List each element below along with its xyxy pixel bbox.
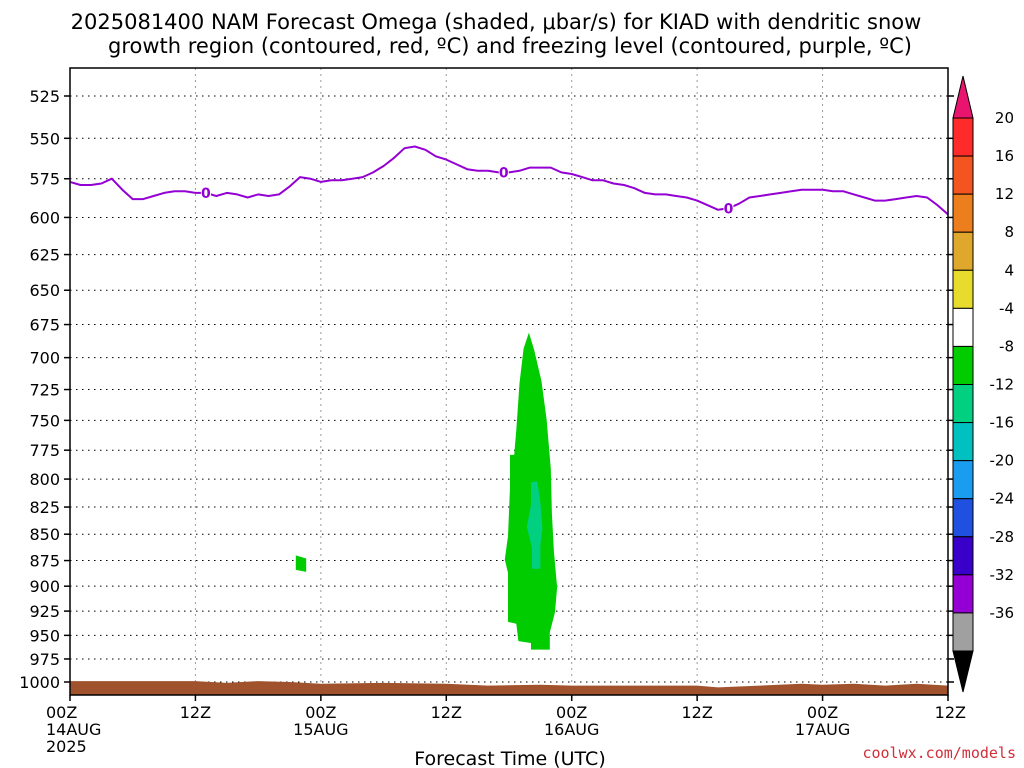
colorbar-segment — [952, 460, 974, 500]
chart-title-line-1: 2025081400 NAM Forecast Omega (shaded, μ… — [71, 10, 922, 34]
freezing-level-label: 0 — [499, 165, 509, 181]
y-tick-label: 725 — [29, 381, 60, 400]
x-tick-label: 12Z — [180, 703, 211, 722]
colorbar-segment — [952, 155, 974, 195]
y-tick-label: 550 — [29, 129, 60, 148]
y-tick-label: 850 — [29, 525, 60, 544]
y-tick-label: 825 — [29, 498, 60, 517]
y-tick-label: 525 — [29, 87, 60, 106]
colorbar-top-triangle — [952, 75, 974, 119]
x-axis-title: Forecast Time (UTC) — [414, 748, 605, 768]
omega-shading-layer — [295, 332, 558, 650]
y-axis-ticks: 525 550 575 600 625 650 675 700 725 750 775 800 825 8… — [19, 87, 954, 692]
x-tick-label: 14AUG — [46, 720, 101, 739]
y-tick-label: 675 — [29, 316, 60, 335]
colorbar-label: 4 — [1004, 261, 1014, 279]
colorbar-label: -4 — [999, 299, 1014, 317]
credit-text: coolwx.com/models — [862, 744, 1016, 762]
colorbar-segment — [952, 422, 974, 462]
colorbar-segment — [952, 193, 974, 233]
x-tick-label: 00Z — [807, 703, 838, 722]
freezing-level-label: 0 — [724, 201, 734, 217]
colorbar-segment — [952, 231, 974, 271]
freezing-level-layer: 0 0 0 — [69, 145, 949, 217]
y-tick-label: 650 — [29, 281, 60, 300]
colorbar-segment — [952, 307, 974, 347]
colorbar-bottom-triangle — [952, 650, 974, 693]
freezing-level-line — [69, 145, 949, 216]
colorbar-label: -24 — [990, 490, 1015, 508]
y-tick-label: 700 — [29, 349, 60, 368]
x-tick-label: 15AUG — [293, 720, 348, 739]
y-tick-label: 875 — [29, 552, 60, 571]
colorbar-label: -28 — [990, 528, 1015, 546]
freezing-level-label: 0 — [201, 186, 211, 202]
y-tick-label: 900 — [29, 577, 60, 596]
y-tick-label: 625 — [29, 246, 60, 265]
colorbar: 20 16 12 8 4 -4 -8 -12 -16 -20 -24 -28 -32 -36 — [952, 75, 1015, 693]
y-tick-label: 575 — [29, 170, 60, 189]
y-tick-label: 950 — [29, 626, 60, 645]
terrain-fill — [70, 681, 948, 695]
colorbar-label: 16 — [995, 147, 1014, 165]
colorbar-label: -8 — [999, 337, 1014, 355]
colorbar-label: -12 — [990, 376, 1015, 394]
colorbar-label: 20 — [995, 109, 1014, 127]
contour-label-bg — [200, 184, 211, 201]
colorbar-segment — [952, 536, 974, 576]
colorbar-label: -36 — [990, 604, 1015, 622]
x-tick-label: 17AUG — [795, 720, 850, 739]
x-tick-label: 16AUG — [544, 720, 599, 739]
x-tick-label: 00Z — [305, 703, 336, 722]
contour-label-bg — [723, 200, 734, 217]
y-tick-label: 750 — [29, 411, 60, 430]
omega-region — [526, 481, 543, 569]
omega-region — [295, 555, 307, 572]
colorbar-label: 8 — [1004, 223, 1014, 241]
colorbar-label: 12 — [995, 185, 1014, 203]
y-tick-label: 775 — [29, 441, 60, 460]
x-tick-label: 00Z — [556, 703, 587, 722]
colorbar-label: -20 — [990, 452, 1015, 470]
colorbar-label: -16 — [990, 414, 1015, 432]
colorbar-segment — [952, 574, 974, 614]
x-tick-label: 00Z — [46, 703, 77, 722]
colorbar-segment — [952, 269, 974, 309]
colorbar-segment — [952, 384, 974, 424]
y-tick-label: 1000 — [19, 673, 60, 692]
x-tick-label: 12Z — [431, 703, 462, 722]
colorbar-segment — [952, 345, 974, 385]
y-tick-label: 975 — [29, 650, 60, 669]
x-tick-label: 12Z — [681, 703, 712, 722]
colorbar-segment — [952, 117, 974, 157]
x-tick-label: 2025 — [46, 737, 87, 756]
colorbar-label: -32 — [990, 566, 1015, 584]
x-tick-label: 12Z — [935, 703, 966, 722]
y-tick-label: 800 — [29, 470, 60, 489]
colorbar-segment — [952, 612, 974, 652]
colorbar-segment — [952, 498, 974, 538]
y-tick-label: 600 — [29, 208, 60, 227]
contour-label-bg — [498, 164, 509, 181]
chart-title-line-2: growth region (contoured, red, ºC) and f… — [108, 34, 912, 58]
terrain-layer — [70, 681, 948, 695]
y-tick-label: 925 — [29, 602, 60, 621]
omega-region — [504, 332, 558, 650]
plot-frame — [69, 67, 949, 696]
